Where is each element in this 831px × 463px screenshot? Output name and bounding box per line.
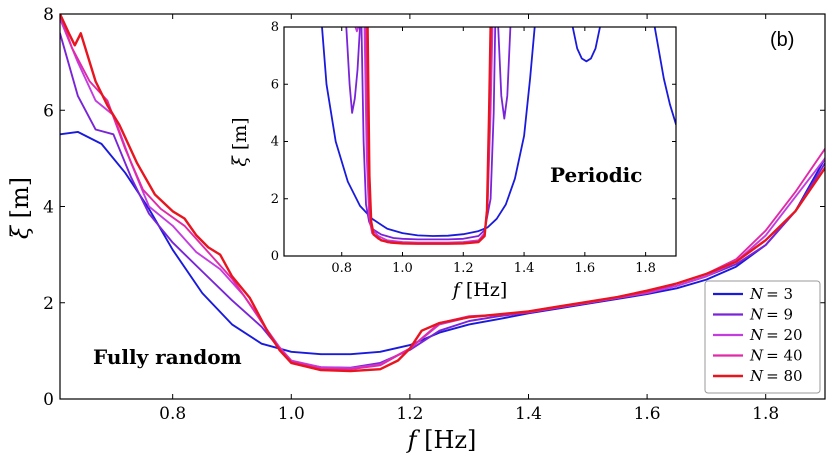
- legend-label-2: N = 9: [749, 306, 793, 324]
- main-x-tick-label: 1.6: [634, 404, 661, 424]
- main-series-line-5: [60, 14, 825, 373]
- inset-series-line-1-seg-2: [571, 27, 601, 63]
- main-x-label: f [Hz]: [406, 426, 477, 454]
- main-y-label: ξ [m]: [6, 177, 34, 239]
- main-x-tick-label: 1.4: [515, 404, 542, 424]
- main-ticks: 0.8 1.0 1.2 1.4 1.6 1.8 0 2 4 6 8: [43, 5, 825, 424]
- panel-label: (b): [770, 29, 794, 51]
- inset-annotation: Periodic: [550, 163, 642, 187]
- inset-series-line-2-seg-3: [497, 27, 512, 120]
- inset-y-tick-label: 8: [271, 20, 279, 35]
- inset-chart: 0.8 1.0 1.2 1.4 1.6 1.8 0 2 4 6 8 f [Hz] ξ [m] Per…: [229, 20, 677, 301]
- main-chart: 0.8 1.0 1.2 1.4 1.6 1.8 0 2 4 6 8 f [Hz] ξ [m] Ful…: [6, 5, 826, 454]
- inset-background: [284, 27, 676, 256]
- inset-y-tick-label: 2: [271, 192, 279, 207]
- main-x-tick-label: 1.2: [396, 404, 423, 424]
- main-x-tick-label: 1.8: [752, 404, 779, 424]
- main-y-tick-label: 8: [43, 5, 54, 25]
- inset-x-label: f [Hz]: [451, 279, 508, 301]
- inset-series-line-1-seg-1: [321, 27, 536, 237]
- legend: N = 3 N = 9 N = 20 N = 40 N = 80: [704, 280, 821, 394]
- main-y-tick-label: 2: [43, 294, 54, 314]
- main-series-group: [60, 14, 825, 373]
- legend-label-3: N = 20: [749, 326, 803, 344]
- inset-x-tick-label: 1.6: [574, 261, 595, 276]
- inset-x-tick-label: 1.8: [635, 261, 656, 276]
- inset-series-line-2-seg-1: [345, 27, 361, 114]
- inset-series-line-3-seg-1: [354, 27, 360, 33]
- main-y-tick-label: 4: [43, 198, 54, 218]
- inset-ticks: 0.8 1.0 1.2 1.4 1.6 1.8 0 2 4 6 8: [271, 20, 676, 276]
- inset-y-tick-label: 0: [271, 249, 279, 264]
- inset-x-tick-label: 1.0: [392, 261, 413, 276]
- inset-y-label: ξ [m]: [229, 117, 251, 166]
- main-x-tick-label: 0.8: [159, 404, 186, 424]
- inset-y-tick-label: 6: [271, 77, 279, 92]
- inset-x-tick-label: 0.8: [331, 261, 352, 276]
- inset-series-line-1-seg-3: [653, 27, 676, 126]
- inset-x-tick-label: 1.2: [453, 261, 474, 276]
- inset-y-tick-label: 4: [271, 135, 279, 150]
- inset-x-tick-label: 1.4: [514, 261, 535, 276]
- legend-label-1: N = 3: [749, 285, 793, 303]
- inset-series-group: [321, 27, 676, 245]
- inset-series-line-5: [366, 27, 492, 245]
- main-y-tick-label: 0: [43, 390, 54, 410]
- main-x-tick-label: 1.0: [278, 404, 305, 424]
- main-y-tick-label: 6: [43, 101, 54, 121]
- main-annotation: Fully random: [93, 345, 242, 369]
- legend-label-4: N = 40: [749, 347, 803, 365]
- legend-label-5: N = 80: [749, 367, 803, 385]
- legend-box: [704, 280, 821, 394]
